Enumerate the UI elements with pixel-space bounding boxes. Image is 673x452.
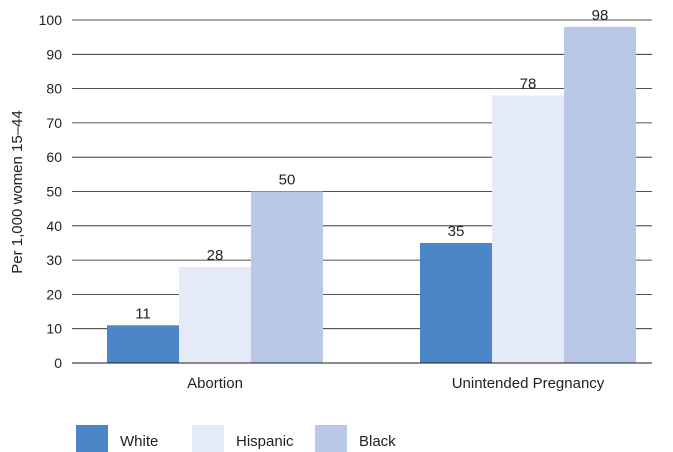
- gridlines: [72, 19, 652, 330]
- legend-label-black: Black: [359, 433, 396, 450]
- y-tick-label: 50: [46, 184, 62, 200]
- y-tick-label: 20: [46, 286, 62, 302]
- data-labels: 11 28 50 35 78 98: [135, 7, 608, 322]
- legend-swatch-hispanic: [192, 425, 224, 452]
- y-axis-label: Per 1,000 women 15–44: [9, 110, 26, 273]
- y-tick-label: 0: [54, 355, 62, 371]
- bars: [107, 26, 636, 364]
- y-tick-label: 10: [46, 321, 62, 337]
- legend-label-white: White: [120, 433, 158, 450]
- bar-hispanic-abortion: [179, 266, 251, 363]
- data-label: 28: [207, 247, 224, 264]
- x-category-label: Abortion: [187, 375, 243, 392]
- data-label: 50: [279, 172, 296, 189]
- legend-swatch-black: [315, 425, 347, 452]
- y-tick-label: 30: [46, 252, 62, 268]
- y-tick-label: 60: [46, 149, 62, 165]
- bar-white-unintended-pregnancy: [420, 242, 492, 363]
- data-label: 98: [592, 7, 609, 24]
- bar-white-abortion: [107, 325, 179, 363]
- data-label: 35: [448, 223, 465, 240]
- bar-black-unintended-pregnancy: [564, 26, 636, 364]
- bar-black-abortion: [251, 191, 323, 363]
- y-tick-label: 80: [46, 81, 62, 97]
- legend-label-hispanic: Hispanic: [236, 433, 294, 450]
- y-tick-label: 70: [46, 115, 62, 131]
- data-label: 78: [520, 75, 537, 92]
- y-tick-label: 40: [46, 218, 62, 234]
- data-label: 11: [135, 305, 151, 322]
- bar-hispanic-unintended-pregnancy: [492, 95, 564, 364]
- legend: White Hispanic Black: [76, 425, 396, 452]
- x-category-label: Unintended Pregnancy: [452, 375, 605, 392]
- legend-swatch-white: [76, 425, 108, 452]
- y-tick-label: 100: [39, 12, 63, 28]
- y-tick-label: 90: [46, 46, 62, 62]
- y-axis: 0 10 20 30 40 50 60 70 80 90 100: [39, 12, 63, 371]
- x-axis: Abortion Unintended Pregnancy: [72, 362, 652, 392]
